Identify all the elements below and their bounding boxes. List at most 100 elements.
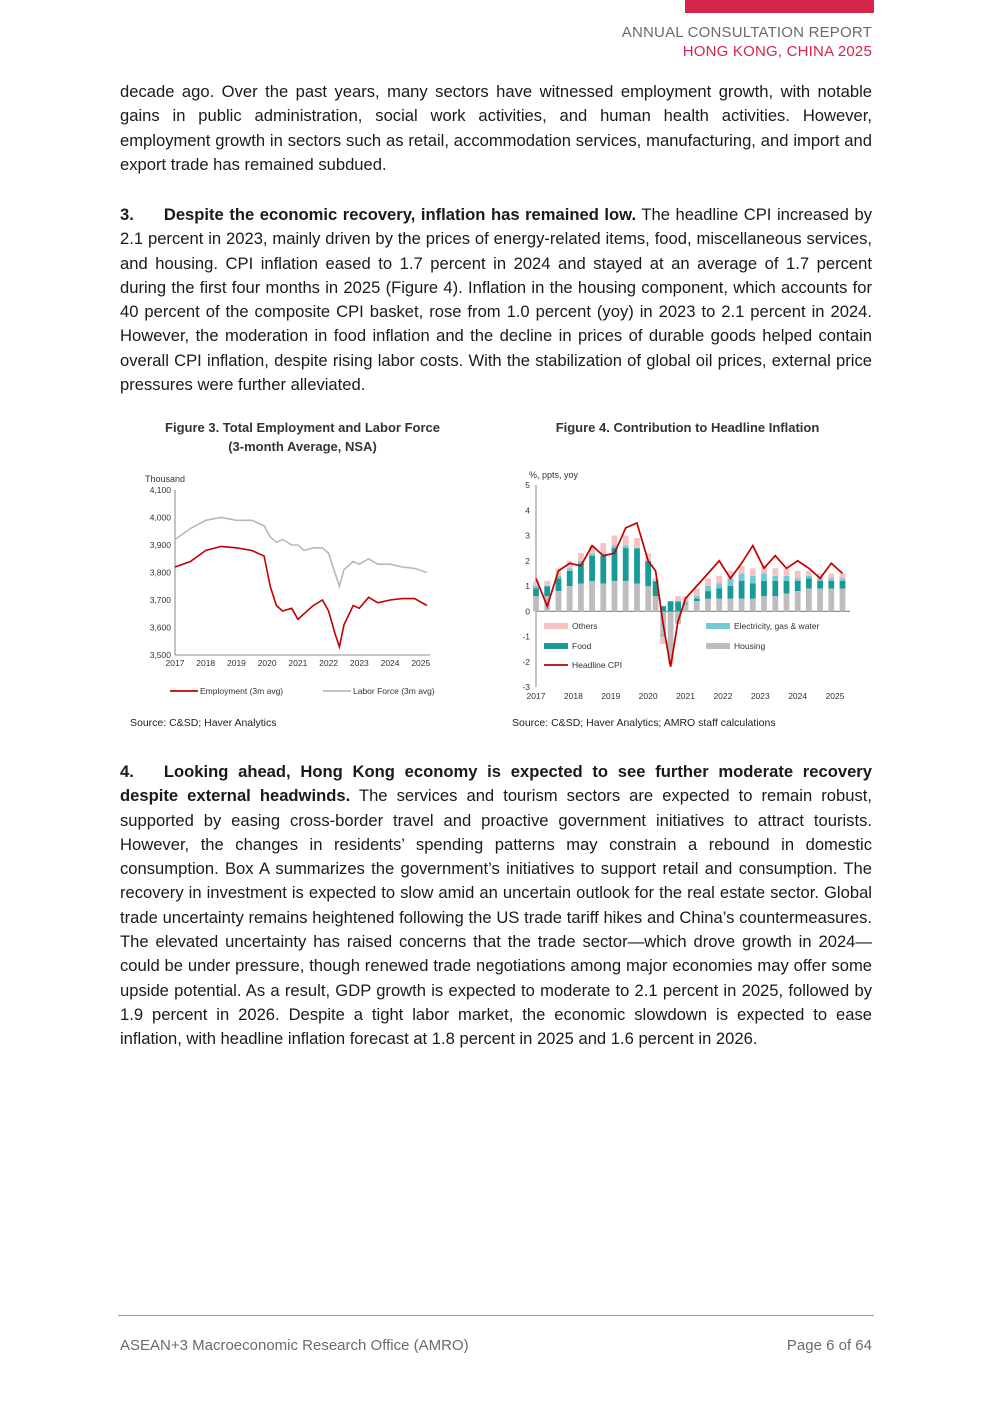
bar-segment <box>693 588 700 597</box>
legend-label: Employment (3m avg) <box>200 686 283 696</box>
bar-segment <box>589 545 595 554</box>
bar-segment <box>716 588 723 599</box>
bar-segment <box>600 553 607 556</box>
bar-segment <box>652 580 659 582</box>
legend-label: Headline CPI <box>572 660 622 670</box>
bar-segment <box>645 586 652 612</box>
figure-4-chart: %, ppts, yoy -3 -2 -1 0 1 2 3 4 5 2017 2018 2019 2020… <box>522 470 850 701</box>
figure-3-chart: Thousand 3,500 3,600 3,700 3,800 3,900 4,000 4,… <box>145 474 435 696</box>
x-tick-label: 2019 <box>227 658 246 668</box>
bar-segment <box>761 565 767 574</box>
bar-segment <box>794 570 801 579</box>
legend-swatch <box>544 623 568 629</box>
bar-segment <box>693 598 700 602</box>
figure-3-title-line1: Figure 3. Total Employment and Labor For… <box>165 420 440 435</box>
bar-segment <box>544 580 551 586</box>
figure-3-title: Figure 3. Total Employment and Labor For… <box>130 418 475 456</box>
bar-segment <box>839 573 846 579</box>
x-tick-label: 2024 <box>381 658 400 668</box>
paragraph-4-number: 4. <box>120 762 134 781</box>
series-line-labor-force <box>174 516 428 590</box>
bar-segment <box>806 570 812 576</box>
bar-segment <box>652 578 659 581</box>
legend-swatch <box>706 623 730 629</box>
figure-4-source: Source: C&SD; Haver Analytics; AMRO staf… <box>512 717 776 729</box>
paragraph-3-number: 3. <box>120 205 134 224</box>
bar-segment <box>705 578 711 586</box>
x-tick-label: 2017 <box>527 691 546 701</box>
bar-segment <box>589 580 595 612</box>
series-line-headline-cpi <box>535 521 844 667</box>
bar-segment <box>533 596 539 612</box>
bar-segment <box>622 535 629 546</box>
y-tick-label: -1 <box>522 632 530 642</box>
bar-segment <box>738 580 745 599</box>
bar-segment <box>652 580 659 597</box>
bar-segment <box>817 588 823 612</box>
paragraph-3: 3. Despite the economic recovery, inflati… <box>120 203 872 397</box>
figure-3-source: Source: C&SD; Haver Analytics <box>130 717 277 729</box>
bar-segment <box>738 565 745 574</box>
bar-segment <box>705 586 711 592</box>
bar-segment <box>828 573 835 579</box>
legend-label: Others <box>572 621 598 631</box>
bar-segment <box>716 583 723 589</box>
bar-segment <box>578 583 584 612</box>
bar-segment <box>806 575 812 579</box>
bar-segment <box>667 611 674 655</box>
bar-segment <box>738 573 745 581</box>
bar-segment <box>727 570 734 579</box>
bar-segment <box>622 580 629 612</box>
y-tick-label: 2 <box>525 556 530 566</box>
bar-segment <box>783 575 790 581</box>
bar-segment <box>600 555 607 584</box>
y-tick-label: 3,500 <box>150 650 172 660</box>
x-tick-label: 2021 <box>288 658 307 668</box>
x-tick-label: 2019 <box>601 691 620 701</box>
bar-segment <box>600 543 607 554</box>
header-accent-bar <box>685 0 874 13</box>
bar-segment <box>566 568 573 571</box>
figure-4-title: Figure 4. Contribution to Headline Infla… <box>510 418 865 437</box>
legend-label: Housing <box>734 641 765 651</box>
bar-segment <box>555 575 562 579</box>
bar-segment <box>828 578 835 581</box>
bar-segment <box>839 578 846 581</box>
legend-swatch <box>706 643 730 649</box>
bar-segment <box>675 611 681 624</box>
bar-segment <box>817 580 823 589</box>
bar-segment <box>667 654 674 657</box>
legend-swatch <box>544 643 568 649</box>
bar-segment <box>727 578 734 586</box>
y-tick-label: -2 <box>522 657 530 667</box>
legend-label: Food <box>572 641 592 651</box>
bar-segment <box>660 606 666 612</box>
y-tick-label: 4,100 <box>150 485 172 495</box>
bar-segment <box>794 591 801 612</box>
bar-segment <box>693 601 700 612</box>
bar-segment <box>589 553 595 556</box>
x-tick-label: 2021 <box>676 691 695 701</box>
report-title: ANNUAL CONSULTATION REPORT <box>621 24 872 41</box>
page-number: Page 6 of 64 <box>786 1337 872 1354</box>
bar-segment <box>693 596 700 599</box>
report-subtitle: HONG KONG, CHINA 2025 <box>682 43 872 60</box>
x-tick-label: 2018 <box>564 691 583 701</box>
bar-segment <box>611 548 618 581</box>
bar-segment <box>600 583 607 612</box>
bar-segment <box>645 553 652 561</box>
bar-segment <box>772 596 779 612</box>
paragraph-intro: decade ago. Over the past years, many se… <box>120 82 872 174</box>
x-tick-label: 2018 <box>196 658 215 668</box>
bar-segment <box>839 580 846 589</box>
bar-segment <box>828 588 835 612</box>
bar-segment <box>566 560 573 569</box>
bar-segment <box>749 583 756 599</box>
y-axis-label: %, ppts, yoy <box>529 470 579 480</box>
bar-segment <box>682 601 689 604</box>
bar-segment <box>716 575 723 584</box>
y-tick-label: 4 <box>525 505 530 515</box>
bar-segment <box>806 588 812 612</box>
bar-segment <box>634 548 640 584</box>
bar-segment <box>555 578 562 591</box>
